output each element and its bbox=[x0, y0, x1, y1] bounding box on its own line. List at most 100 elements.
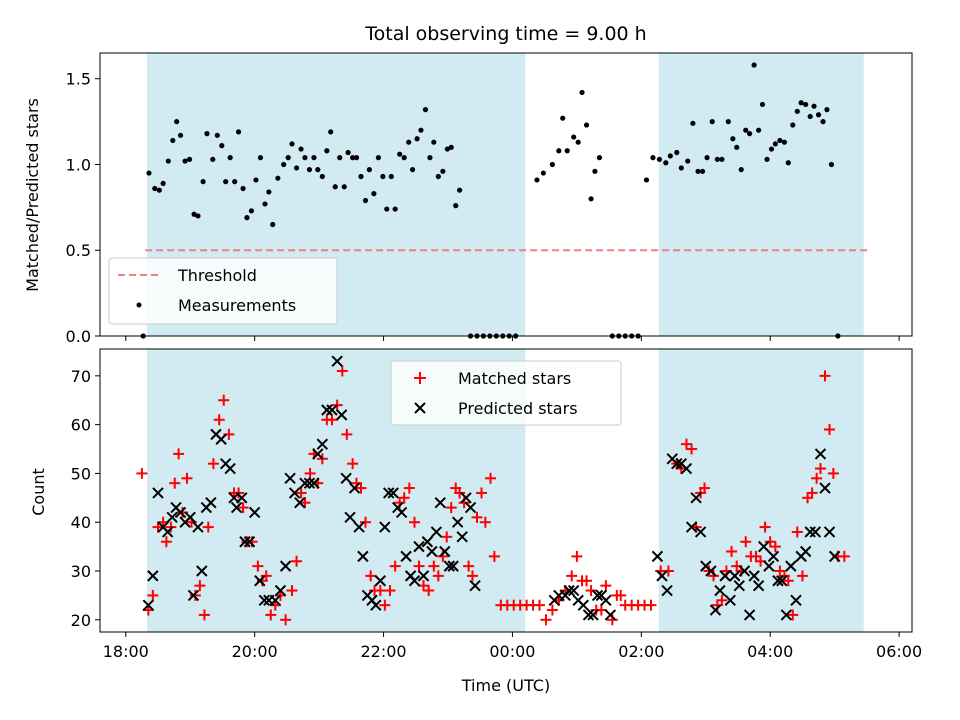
measurement-point bbox=[186, 156, 193, 162]
measurement-point bbox=[588, 196, 594, 202]
predicted-star-marker bbox=[709, 604, 722, 616]
matched-star-marker bbox=[432, 570, 444, 582]
y-tick-label: 0.0 bbox=[66, 327, 91, 346]
measurement-point bbox=[177, 132, 184, 138]
top-y-axis-label: Matched/Predicted stars bbox=[23, 98, 42, 292]
matched-star-marker bbox=[384, 585, 396, 597]
matched-star-marker bbox=[304, 467, 316, 479]
predicted-star-marker bbox=[374, 575, 387, 587]
matched-star-marker bbox=[463, 560, 475, 572]
measurement-point bbox=[738, 167, 744, 173]
legend-threshold-label: Threshold bbox=[177, 266, 257, 285]
measurement-point bbox=[160, 180, 166, 186]
matched-star-marker bbox=[365, 570, 377, 582]
predicted-star-marker bbox=[582, 609, 595, 621]
measurement-point bbox=[418, 127, 424, 133]
legend-matched-swatch bbox=[414, 372, 426, 384]
bottom-x-axis: 18:00 20:00 22:00 00:00 02:00 04:00 06:00 bbox=[103, 632, 922, 661]
predicted-star-marker bbox=[344, 511, 356, 524]
matched-star-marker bbox=[566, 570, 578, 582]
bottom-plot-frame bbox=[99, 348, 913, 633]
predicted-star-marker bbox=[685, 521, 698, 533]
matched-star-marker bbox=[398, 492, 410, 504]
top-plot-frame bbox=[99, 52, 913, 337]
measurement-point bbox=[384, 206, 390, 212]
matched-star-marker bbox=[787, 609, 799, 621]
matched-star-marker bbox=[413, 560, 425, 572]
predicted-star-marker bbox=[814, 448, 827, 460]
matched-star-marker bbox=[147, 589, 159, 601]
predicted-star-marker bbox=[752, 579, 765, 592]
predicted-star-marker bbox=[254, 575, 266, 587]
matched-star-marker bbox=[806, 487, 818, 499]
matched-star-marker bbox=[403, 482, 415, 494]
predicted-star-marker bbox=[456, 531, 468, 543]
legend-measurements-swatch bbox=[136, 302, 142, 308]
measurement-point bbox=[824, 107, 830, 113]
measurement-point bbox=[371, 191, 377, 197]
measurement-point bbox=[380, 173, 386, 180]
predicted-star-marker bbox=[690, 492, 702, 504]
predicted-star-marker bbox=[743, 609, 756, 621]
matched-star-marker bbox=[546, 604, 558, 616]
measurement-point bbox=[232, 179, 238, 185]
measurement-point bbox=[790, 122, 796, 128]
measurement-point bbox=[204, 131, 210, 137]
matched-star-marker bbox=[769, 541, 781, 553]
predicted-star-marker bbox=[395, 506, 408, 519]
matched-star-marker bbox=[189, 589, 201, 601]
measurement-point bbox=[375, 155, 381, 161]
measurement-point bbox=[663, 160, 669, 166]
measurement-point bbox=[341, 184, 347, 190]
predicted-star-marker bbox=[387, 487, 399, 499]
y-tick-label: 50 bbox=[71, 464, 91, 483]
measurement-point bbox=[571, 134, 577, 140]
measurement-point bbox=[772, 141, 778, 147]
measurement-point bbox=[362, 197, 369, 204]
measurement-point bbox=[583, 122, 590, 128]
measurement-point bbox=[414, 136, 420, 142]
predicted-star-marker bbox=[316, 438, 329, 450]
predicted-star-marker bbox=[724, 594, 736, 606]
predicted-star-marker bbox=[443, 560, 455, 572]
matched-star-marker bbox=[716, 594, 728, 606]
measurement-point bbox=[152, 185, 158, 192]
measurement-point bbox=[828, 161, 835, 168]
predicted-star-marker bbox=[239, 536, 251, 548]
measurement-point bbox=[397, 151, 403, 157]
matched-star-marker bbox=[600, 580, 612, 592]
matched-star-marker bbox=[295, 487, 307, 499]
matched-star-marker bbox=[479, 516, 491, 528]
predicted-star-marker bbox=[312, 448, 324, 460]
predicted-star-marker bbox=[294, 496, 306, 509]
measurement-point bbox=[453, 203, 459, 209]
matched-star-marker bbox=[207, 458, 219, 470]
predicted-star-marker bbox=[224, 462, 236, 475]
predicted-star-marker bbox=[279, 560, 292, 572]
predicted-star-marker bbox=[152, 487, 164, 499]
top-x-axis bbox=[125, 336, 900, 341]
predicted-star-marker bbox=[661, 584, 673, 597]
matched-star-marker bbox=[662, 565, 674, 577]
predicted-star-marker bbox=[370, 599, 382, 611]
matched-star-marker bbox=[331, 399, 343, 411]
matched-star-marker bbox=[796, 570, 808, 582]
measurement-point bbox=[174, 119, 180, 125]
matched-star-marker bbox=[202, 521, 214, 533]
matched-star-marker bbox=[408, 516, 420, 528]
measurement-point bbox=[350, 155, 356, 161]
matched-star-marker bbox=[540, 614, 552, 626]
predicted-star-marker bbox=[451, 516, 464, 528]
measurement-point bbox=[768, 146, 775, 152]
predicted-star-marker bbox=[243, 536, 256, 548]
measurement-point bbox=[156, 187, 162, 193]
measurement-point bbox=[311, 155, 317, 161]
measurement-point bbox=[227, 155, 233, 161]
measurement-point bbox=[266, 189, 272, 195]
predicted-star-marker bbox=[274, 584, 287, 597]
top-legend-box bbox=[108, 257, 338, 325]
measurement-point bbox=[257, 155, 264, 161]
measurement-point bbox=[319, 173, 325, 180]
predicted-star-marker bbox=[417, 570, 430, 582]
